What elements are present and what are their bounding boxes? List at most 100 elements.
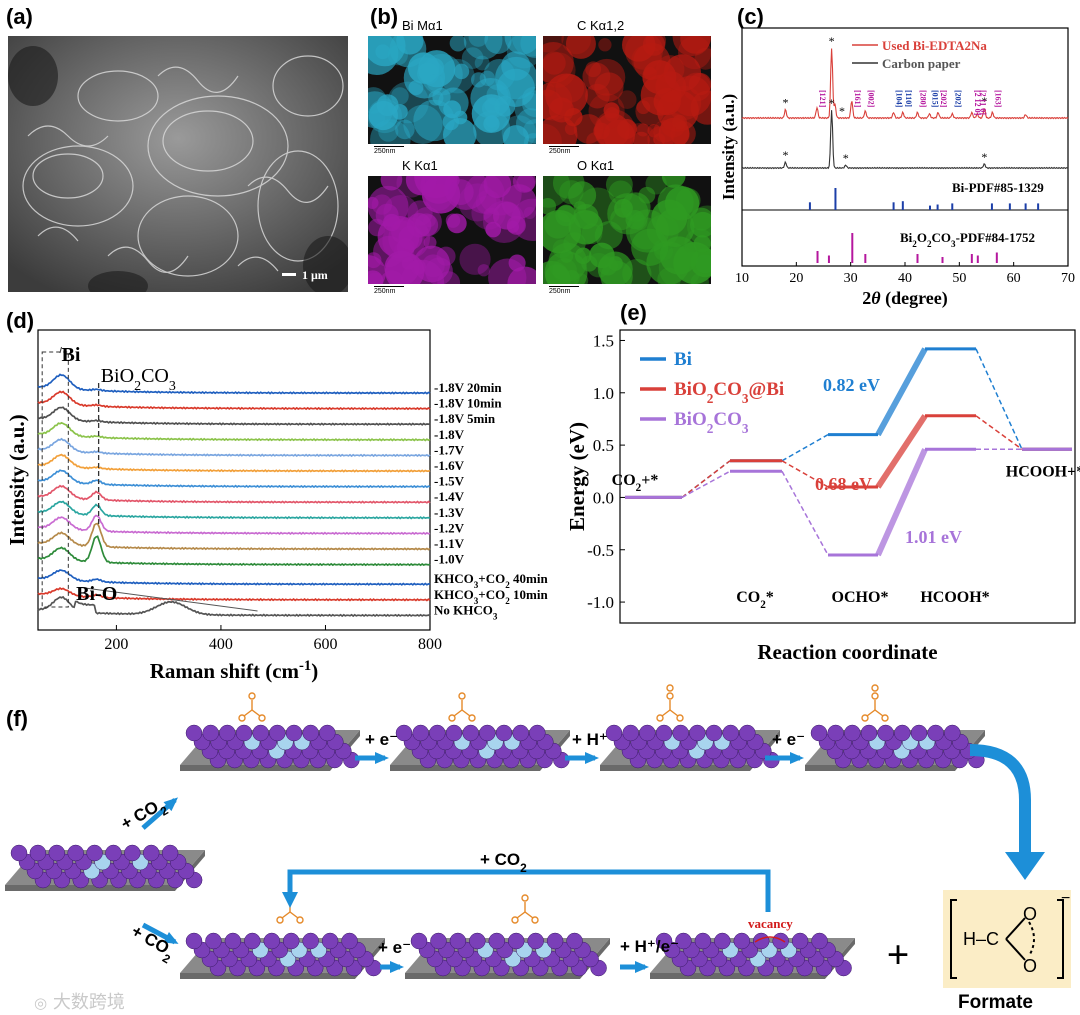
xrd-series-line [741, 110, 1069, 170]
hkl-label: [202] [953, 90, 962, 108]
eds-blob [565, 36, 596, 59]
bi-atom [202, 724, 219, 742]
bi-atom [224, 932, 242, 950]
adsorbate-co2 [238, 692, 266, 722]
adsorbate-co2-anion-2 [511, 894, 539, 924]
panel-c-label: (c) [737, 4, 764, 29]
eds-blob [605, 176, 633, 199]
eds-blob [672, 36, 711, 57]
eds-blob [426, 74, 444, 92]
peak-marker: * [839, 104, 845, 118]
reaction-step-label: OCHO* [832, 589, 889, 606]
bi-atom [827, 724, 844, 742]
x-tick-label: 50 [952, 271, 966, 286]
bi-atom [810, 724, 828, 742]
eds-blob [492, 201, 521, 230]
legend-label: BiO2CO3@Bi [674, 379, 784, 406]
eds-blob [501, 115, 536, 144]
arrow-label: + e⁻ [378, 938, 411, 957]
raman-series-label: KHCO3+CO2 40min [434, 571, 548, 590]
eds-blob [449, 36, 467, 52]
arrow-co2-bottom-head [163, 932, 179, 944]
eds-blob [543, 260, 571, 284]
reaction-step-label: HCOOH* [920, 589, 989, 606]
atom-c [871, 692, 879, 700]
panel-f-label: (f) [6, 706, 28, 731]
raman-series-line [37, 453, 431, 473]
raman-series-label: -1.2V [434, 520, 465, 535]
eds-blob [653, 120, 676, 143]
plot-frame [619, 329, 1076, 624]
raman-series-line [37, 421, 431, 442]
eds-blob [657, 184, 694, 221]
hkl-label: [163] [993, 90, 1002, 108]
bond [281, 911, 299, 919]
atom-o [276, 916, 284, 924]
raman-series-line [37, 587, 431, 602]
xrd-chart: 10 20 30 40 50 60 70 2θ (degree) Intensity (a.u.… [720, 27, 1075, 309]
energy-connector [781, 433, 829, 462]
bi-atom [722, 724, 739, 742]
eds-blob [663, 54, 702, 92]
bi-atom [86, 844, 103, 862]
eds-blob [440, 58, 475, 94]
formate-box: H–C O O − [943, 890, 1071, 988]
eds-scalebar: 250nm [374, 146, 404, 155]
eds-blob [695, 254, 711, 274]
atom-o [448, 714, 456, 722]
bi-atom [944, 724, 961, 742]
surface-initial [5, 844, 205, 891]
slab-base [390, 730, 570, 771]
bi-atom [910, 724, 928, 742]
eds-blob [588, 58, 626, 96]
bi-atom [302, 932, 319, 950]
eds-map [543, 36, 711, 144]
panel-a-label: (a) [6, 4, 33, 29]
bi-atom [488, 932, 506, 950]
barrier-label: 0.68 eV [815, 474, 872, 494]
eds-map [368, 176, 536, 284]
raman-series-label: -1.5V [434, 474, 465, 489]
eds-blob [485, 115, 499, 128]
x-tick-label: 40 [898, 271, 912, 286]
slab-base [180, 730, 360, 771]
hkl-label: [104] [895, 90, 904, 108]
bi-atom [205, 932, 222, 950]
bi-atom [655, 724, 673, 742]
peak-marker: * [829, 34, 835, 48]
bi-atom [142, 844, 160, 862]
reaction-step-label: CO2* [736, 589, 774, 611]
raman-series-line [37, 514, 431, 536]
hkl-label: [121] [818, 90, 827, 108]
eds-blob [636, 123, 650, 137]
bi-atom [714, 932, 731, 950]
bi-atom [395, 724, 413, 742]
eds-blob [671, 114, 687, 130]
raman-series-label: -1.4V [434, 489, 465, 504]
surface-top-3 [600, 724, 780, 771]
watermark-icon: ◎ [34, 994, 48, 1012]
eds-blob [594, 113, 630, 144]
raman-series-line [37, 484, 431, 504]
eds-blob [408, 80, 424, 96]
atom-o [531, 916, 539, 924]
mechanism-scheme: + CO2+ e⁻ + H⁺ + e⁻+ CO2+ e⁻ + H⁺/e⁻+ CO2va… [5, 684, 1045, 979]
slab-base [805, 730, 985, 771]
eds-blob [645, 176, 667, 195]
eds-blob [425, 257, 453, 284]
bio2co3-annotation: BiO2CO3 [101, 365, 176, 394]
eds-blob [568, 181, 597, 210]
bi-atom [772, 932, 789, 950]
bi-atom [445, 724, 463, 742]
eds-blob [470, 72, 487, 88]
eds-blob [543, 197, 557, 215]
bi-atom [429, 724, 446, 742]
adsorbate-ocho [656, 684, 684, 722]
y-tick-label: -0.5 [587, 541, 614, 560]
eds-blob [543, 42, 574, 84]
eds-blob [414, 213, 439, 237]
eds-blob [477, 264, 490, 277]
eds-blob [594, 72, 624, 102]
eds-blob [483, 58, 516, 91]
bi-atom [694, 932, 712, 950]
